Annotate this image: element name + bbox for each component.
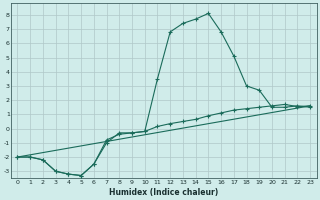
X-axis label: Humidex (Indice chaleur): Humidex (Indice chaleur): [109, 188, 219, 197]
